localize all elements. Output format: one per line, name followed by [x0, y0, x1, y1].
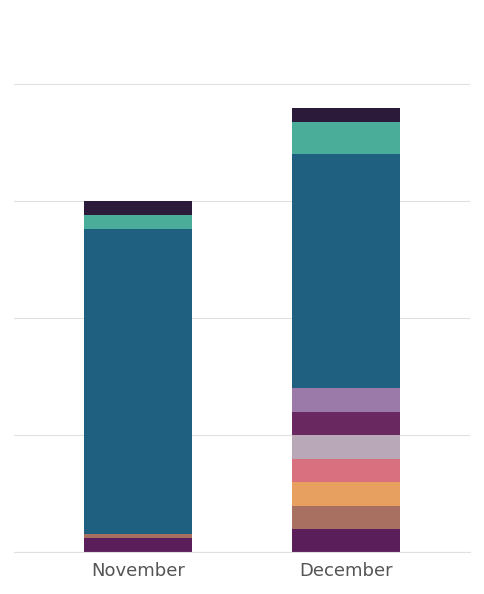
Bar	[292, 505, 400, 529]
Bar	[292, 388, 400, 412]
Bar	[84, 201, 192, 215]
Bar	[292, 154, 400, 388]
Bar	[292, 412, 400, 435]
Bar	[292, 529, 400, 552]
Bar	[292, 459, 400, 482]
Bar	[292, 122, 400, 154]
Bar	[84, 215, 192, 229]
Bar	[292, 108, 400, 122]
Bar	[292, 482, 400, 505]
Bar	[84, 538, 192, 552]
Bar	[84, 533, 192, 538]
Bar	[84, 229, 192, 533]
Bar	[292, 435, 400, 459]
